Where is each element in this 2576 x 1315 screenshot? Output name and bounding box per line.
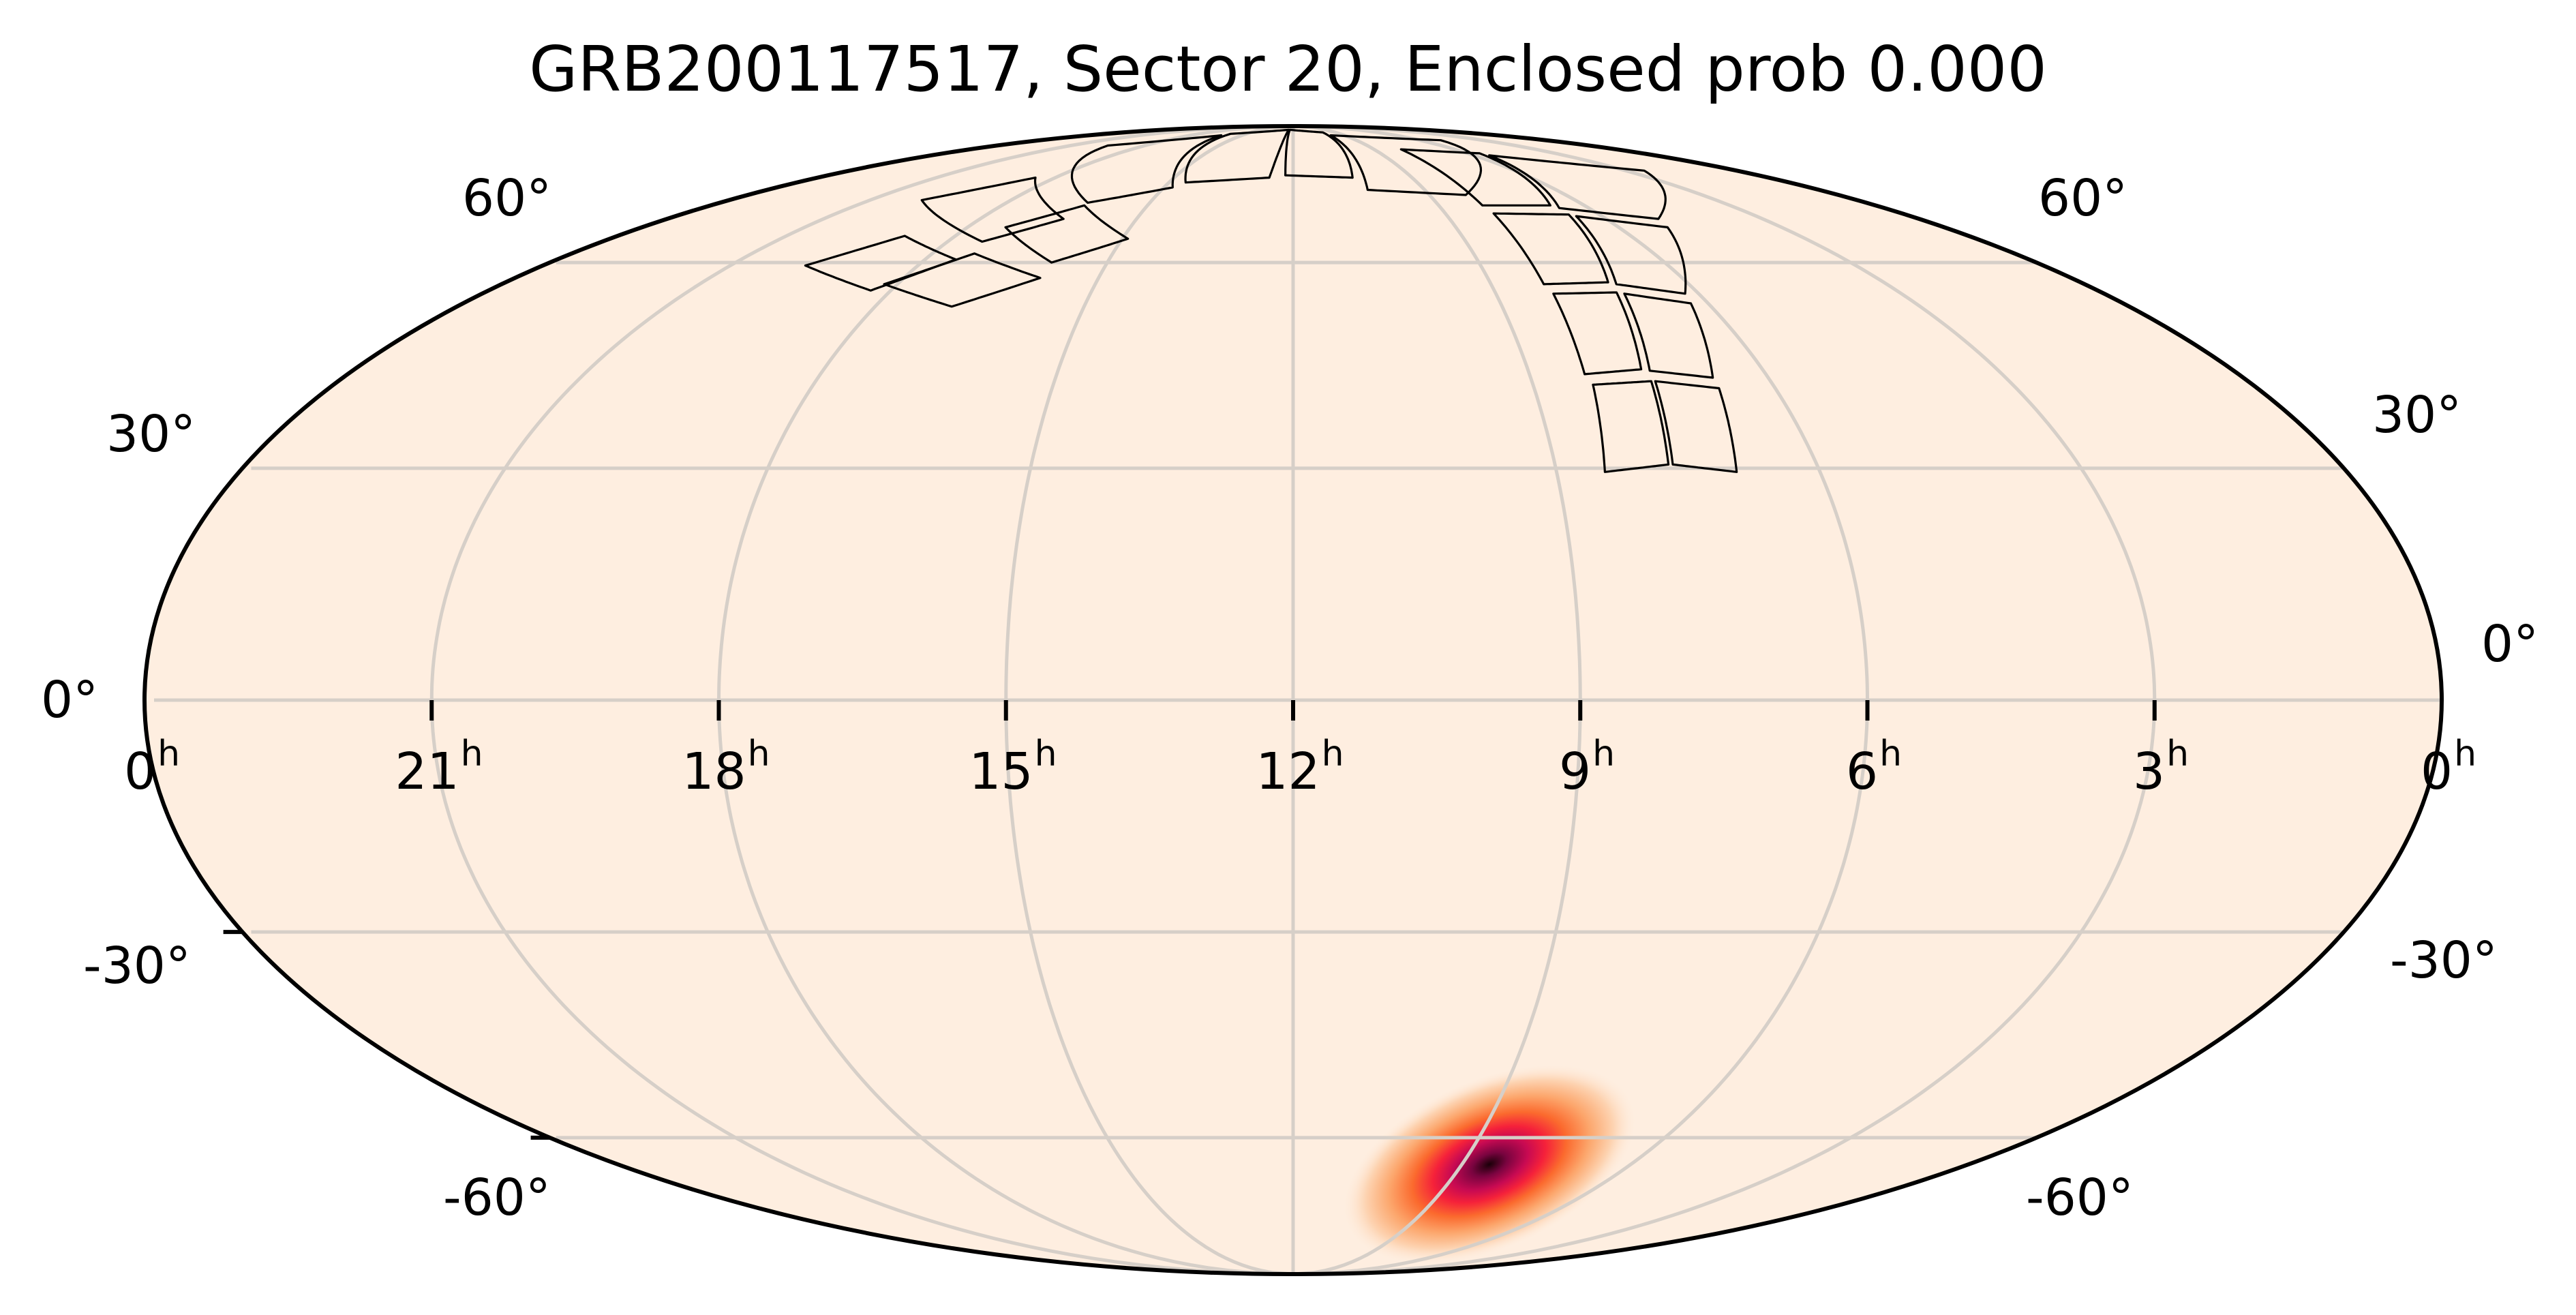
ra-label: 15h bbox=[969, 734, 1057, 801]
dec-label-right: -30° bbox=[2390, 931, 2498, 990]
ra-label: 18h bbox=[682, 734, 770, 801]
dec-label-left: -60° bbox=[443, 1168, 551, 1227]
dec-label-right: 60° bbox=[2038, 169, 2128, 228]
chart-title: GRB200117517, Sector 20, Enclosed prob 0… bbox=[529, 33, 2047, 106]
dec-label-left: -30° bbox=[83, 937, 191, 995]
map-outline bbox=[142, 124, 2444, 1276]
ra-label: 6h bbox=[1845, 734, 1903, 801]
dec-label-right: 30° bbox=[2372, 386, 2462, 444]
ra-label: 12h bbox=[1256, 734, 1344, 801]
ra-label: 0h bbox=[2420, 734, 2477, 801]
dec-label-left: 60° bbox=[462, 169, 552, 228]
ra-label: 0h bbox=[123, 734, 181, 801]
ra-label: 3h bbox=[2132, 734, 2189, 801]
axis-ticks bbox=[223, 700, 2157, 1140]
localization-probability-heatmap bbox=[1342, 1063, 1637, 1265]
dec-label-right: 0° bbox=[2481, 615, 2539, 674]
ra-label: 21h bbox=[395, 734, 483, 801]
tess-ccd-footprints bbox=[804, 128, 1738, 473]
dec-label-right: -60° bbox=[2026, 1168, 2134, 1227]
dec-label-left: 30° bbox=[106, 405, 196, 464]
graticule-gridlines bbox=[154, 126, 2442, 1274]
dec-label-left: 0° bbox=[41, 671, 99, 729]
ra-label: 9h bbox=[1558, 734, 1616, 801]
